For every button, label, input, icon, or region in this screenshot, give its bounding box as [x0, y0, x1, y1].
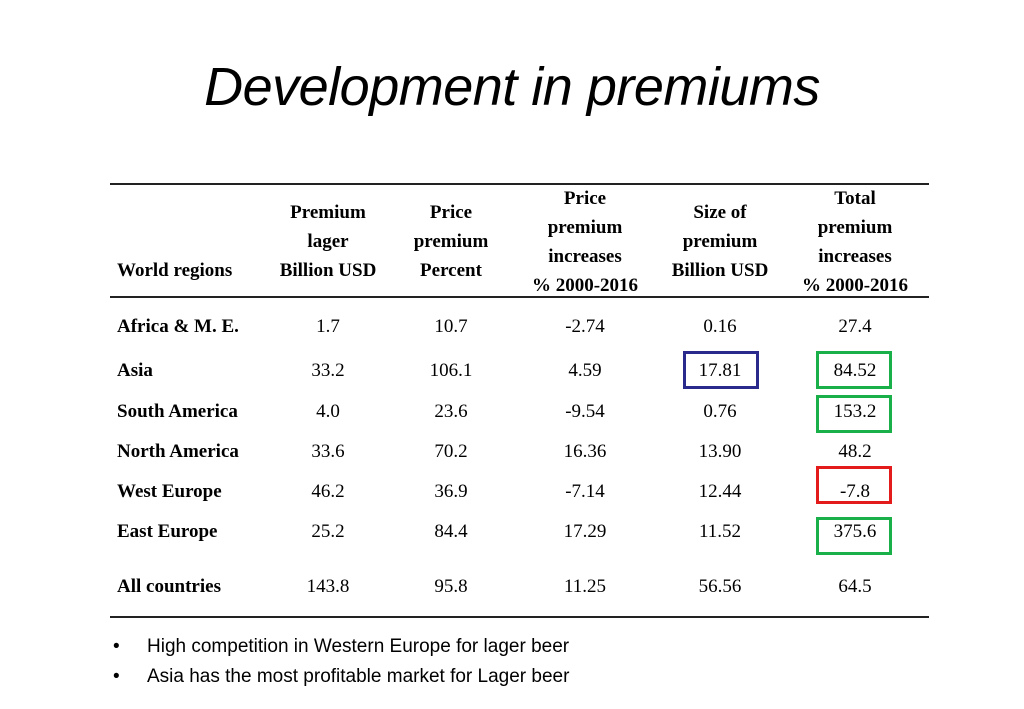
table-cell: -7.14: [565, 481, 605, 502]
list-item: • Asia has the most profitable market fo…: [113, 662, 569, 692]
row-label: Africa & M. E.: [117, 316, 239, 337]
table-cell: 33.2: [311, 360, 345, 381]
table-cell: 1.7: [316, 316, 340, 337]
table-cell: 95.8: [434, 576, 468, 597]
table-header-rule: [110, 296, 929, 298]
table-cell: 33.6: [311, 441, 345, 462]
list-item: • High competition in Western Europe for…: [113, 632, 569, 662]
header-world-regions: World regions: [117, 260, 233, 281]
header-size-of-premium: Size of premium Billion USD: [671, 202, 769, 281]
row-label: North America: [117, 441, 239, 462]
table-cell: -7.8: [839, 481, 871, 502]
row-label: East Europe: [117, 521, 218, 542]
table-cell: 153.2: [833, 401, 877, 422]
table-top-rule: [110, 183, 929, 185]
row-label: West Europe: [117, 481, 222, 502]
highlight-box-south-america-total: [816, 395, 892, 433]
header-price-premium-increases: Price premium increases % 2000-2016: [531, 188, 639, 296]
table-cell: -2.74: [565, 316, 605, 337]
bullet-icon: •: [113, 666, 120, 687]
highlight-box-asia-size: [683, 351, 759, 389]
table-cell: 56.56: [698, 576, 742, 597]
row-label: Asia: [117, 360, 153, 381]
table-cell: 84.4: [434, 521, 468, 542]
highlight-box-asia-total: [816, 351, 892, 389]
table-cell: -9.54: [565, 401, 605, 422]
highlight-box-west-europe-total: [816, 466, 892, 504]
row-label: South America: [117, 401, 238, 422]
table-cell: 46.2: [311, 481, 345, 502]
table-cell: 4.0: [316, 401, 340, 422]
table-cell: 36.9: [434, 481, 468, 502]
table-cell: 84.52: [833, 360, 877, 381]
table-cell: 12.44: [698, 481, 742, 502]
bullet-icon: •: [113, 636, 120, 657]
bullet-list: • High competition in Western Europe for…: [113, 632, 569, 692]
table-cell: 0.16: [703, 316, 737, 337]
bullet-text: High competition in Western Europe for l…: [147, 636, 570, 657]
header-total-premium-increases: Total premium increases % 2000-2016: [801, 188, 909, 296]
highlight-box-east-europe-total: [816, 517, 892, 555]
slide-title: Development in premiums: [204, 57, 820, 117]
row-label: All countries: [117, 576, 221, 597]
table-cell: 17.29: [563, 521, 607, 542]
table-cell: 27.4: [838, 316, 872, 337]
table-cell: 25.2: [311, 521, 345, 542]
header-price-premium: Price premium Percent: [413, 202, 489, 281]
table-cell: 13.90: [698, 441, 742, 462]
table-cell: 0.76: [703, 401, 737, 422]
table-cell: 17.81: [698, 360, 742, 381]
table-cell: 11.52: [698, 521, 742, 542]
table-cell: 10.7: [434, 316, 468, 337]
table-cell: 11.25: [563, 576, 607, 597]
header-premium-lager: Premium lager Billion USD: [279, 202, 377, 281]
table-cell: 64.5: [838, 576, 872, 597]
table-bottom-rule: [110, 616, 929, 618]
table-cell: 106.1: [429, 360, 473, 381]
bullet-text: Asia has the most profitable market for …: [147, 666, 570, 687]
table-cell: 70.2: [434, 441, 468, 462]
table-cell: 143.8: [306, 576, 350, 597]
table-cell: 16.36: [563, 441, 607, 462]
table-cell: 375.6: [833, 521, 877, 542]
table-cell: 4.59: [568, 360, 602, 381]
table-cell: 48.2: [838, 441, 872, 462]
table-cell: 23.6: [434, 401, 468, 422]
